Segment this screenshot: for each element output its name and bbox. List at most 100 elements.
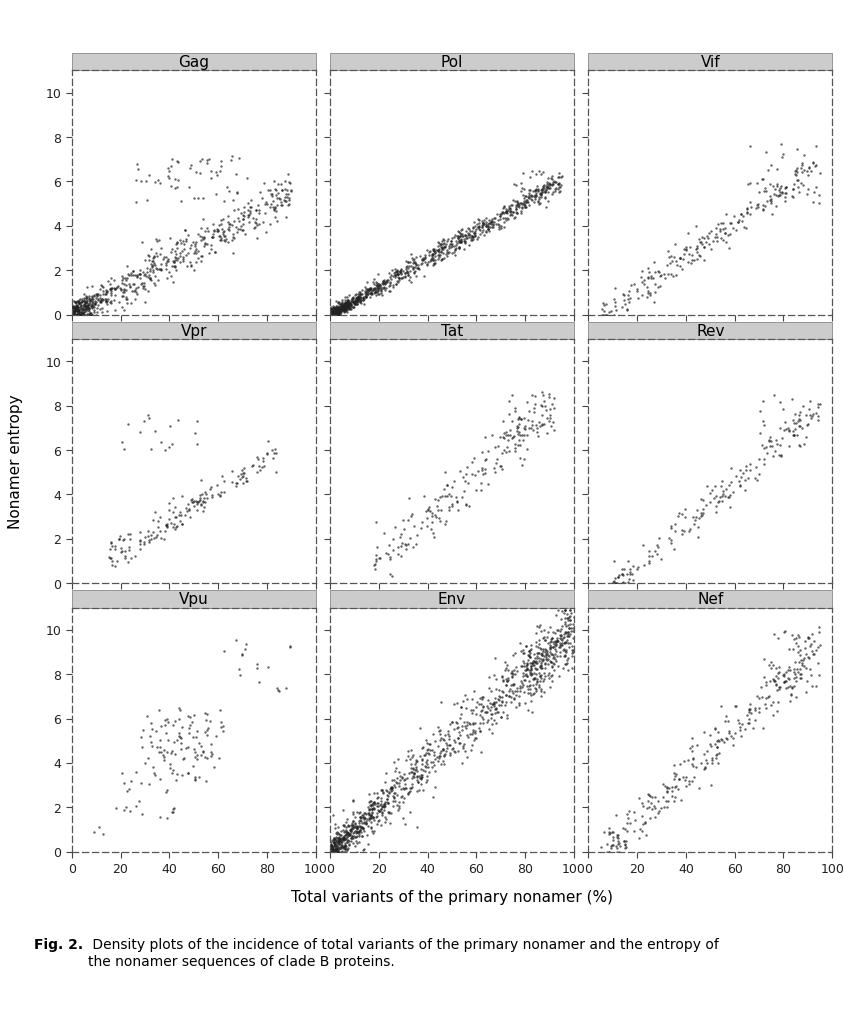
Point [337, 296, 350, 312]
Point [189, 494, 203, 510]
Point [252, 203, 266, 219]
Point [144, 527, 158, 544]
Point [107, 293, 121, 309]
Point [500, 657, 513, 673]
Point [432, 247, 446, 264]
Point [425, 252, 439, 269]
Point [541, 651, 555, 667]
Point [350, 292, 364, 308]
Point [398, 815, 411, 831]
Point [360, 282, 374, 298]
Point [83, 295, 96, 311]
Point [326, 301, 339, 317]
Point [327, 305, 340, 321]
Point [454, 228, 468, 244]
Point [712, 221, 726, 237]
Point [330, 823, 344, 840]
Point [801, 160, 814, 176]
Point [394, 266, 408, 282]
Point [356, 290, 370, 306]
Point [197, 230, 210, 246]
Point [232, 661, 246, 677]
Point [202, 245, 215, 262]
Point [517, 696, 531, 712]
Point [350, 289, 364, 305]
Point [148, 423, 161, 439]
Point [453, 463, 467, 480]
Point [492, 221, 506, 237]
Point [539, 425, 553, 441]
Point [433, 744, 446, 760]
Point [531, 645, 544, 661]
Point [711, 725, 724, 741]
Point [105, 286, 118, 302]
Point [85, 289, 99, 305]
Point [459, 466, 473, 483]
Point [166, 490, 180, 506]
Point [66, 307, 79, 323]
Point [499, 205, 512, 221]
Text: Vpr: Vpr [181, 323, 207, 339]
Point [539, 652, 553, 668]
Point [538, 180, 552, 197]
Point [66, 302, 79, 318]
Point [778, 190, 792, 206]
Point [328, 844, 342, 860]
Point [357, 291, 371, 307]
Point [369, 809, 382, 825]
Point [622, 566, 636, 582]
Point [457, 473, 471, 489]
Point [544, 187, 558, 203]
Point [446, 721, 460, 737]
Point [189, 729, 203, 745]
Point [137, 278, 150, 294]
Point [326, 303, 339, 319]
Point [738, 721, 751, 737]
Point [323, 307, 337, 323]
Point [528, 661, 542, 677]
Point [150, 248, 164, 265]
Point [517, 422, 531, 438]
Point [495, 682, 508, 699]
Point [270, 191, 284, 207]
Point [660, 267, 674, 283]
Point [617, 296, 630, 312]
Point [338, 298, 352, 314]
Point [100, 285, 113, 301]
Point [432, 723, 446, 739]
Point [214, 230, 228, 246]
Point [100, 296, 114, 312]
Point [528, 666, 542, 682]
Point [596, 296, 609, 312]
Point [171, 155, 185, 171]
Point [351, 289, 365, 305]
Point [74, 307, 88, 323]
Point [511, 196, 525, 212]
Point [688, 512, 701, 528]
Point [325, 307, 338, 323]
Point [705, 755, 718, 772]
Point [67, 305, 80, 321]
Point [716, 221, 729, 237]
Point [336, 300, 349, 316]
Point [438, 516, 452, 532]
Point [415, 751, 429, 768]
Point [343, 837, 356, 853]
Point [65, 300, 78, 316]
Point [652, 803, 665, 819]
Point [523, 637, 537, 653]
Point [405, 764, 419, 780]
Point [324, 305, 338, 321]
Point [77, 287, 90, 303]
Point [528, 670, 541, 686]
Point [528, 190, 542, 206]
Point [420, 735, 434, 751]
Point [464, 705, 478, 721]
Point [430, 251, 444, 268]
Point [383, 784, 397, 800]
Point [764, 654, 777, 670]
Point [333, 303, 347, 319]
Point [81, 298, 95, 314]
Point [175, 516, 188, 532]
Point [338, 295, 352, 311]
